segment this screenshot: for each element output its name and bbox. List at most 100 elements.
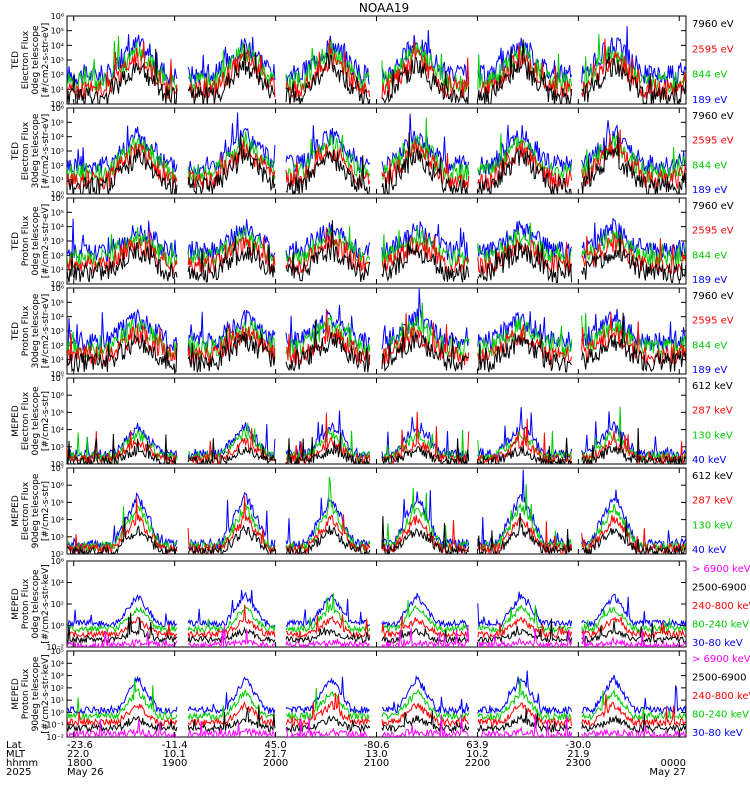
legend-entry: 612 keV <box>692 471 733 482</box>
legend-entry: 189 eV <box>692 95 727 106</box>
y-axis-label: TED <box>11 322 21 341</box>
legend-entry: 844 eV <box>692 160 727 171</box>
y-axis-label: MEPED <box>11 405 21 437</box>
series-line <box>67 312 686 374</box>
y-tick-label: 10⁶ <box>51 104 64 113</box>
x-label-mlt: 10.1 <box>164 749 186 760</box>
x-row-label: Lat <box>6 740 22 751</box>
y-axis-label: TED <box>11 232 21 251</box>
y-tick-label: 10⁴ <box>51 659 64 668</box>
y-tick-label: 10⁵ <box>51 208 64 217</box>
y-tick-label: 10¹ <box>51 176 64 185</box>
traces <box>67 406 686 464</box>
x-label-hhmm: 2200 <box>465 758 490 769</box>
y-axis-label: 0deg telescope <box>31 386 41 456</box>
x-label-hhmm: 2300 <box>566 758 591 769</box>
x-label-mlt: 10.2 <box>466 749 488 760</box>
panel-5: 10² 10³ 10⁴ 10⁵ 10⁶ 10⁷ MEPED Electron Flux 0deg… <box>11 374 733 469</box>
y-axis-label: 30deg telescope <box>31 293 41 368</box>
y-tick-label: 10⁰ <box>51 190 64 199</box>
y-axis-label: [#/cm2-s-str-eV] <box>41 204 51 279</box>
y-axis-label: Proton Flux <box>21 215 31 266</box>
legend-entry: 130 keV <box>692 430 733 441</box>
y-tick-label: 10⁵ <box>51 647 64 656</box>
x-label-hhmm: 2000 <box>263 758 288 769</box>
x-label-hhmm: 0000 <box>661 758 686 769</box>
series-line <box>67 496 686 554</box>
legend-entry: 844 eV <box>692 70 727 81</box>
panel-2: 10⁰ 10¹ 10² 10³ 10⁴ 10⁵ 10⁶ TED Electron Flux 30d… <box>11 104 734 199</box>
legend-entry: 189 eV <box>692 185 727 196</box>
x-row-label: hhmm <box>6 758 38 769</box>
x-label-lat: -80.6 <box>364 740 390 751</box>
series-line <box>67 593 686 634</box>
legend-entry: > 6900 keV <box>692 564 750 575</box>
legend-entry: 2500-6900 <box>692 673 747 684</box>
y-tick-label: 10³ <box>51 56 64 65</box>
legend-entry: > 6900 keV <box>692 654 750 665</box>
panel-6: 10² 10³ 10⁴ 10⁵ 10⁶ 10⁷ MEPED Electron Flux 90de… <box>11 464 733 559</box>
y-tick-label: 10⁵ <box>51 298 64 307</box>
x-label-hhmm: 1800 <box>67 758 92 769</box>
y-tick-label: 10¹ <box>51 696 64 705</box>
y-tick-label: 10³ <box>51 237 64 246</box>
legend-entry: 240-800 keV <box>692 601 750 612</box>
y-tick-label: 10² <box>51 161 64 170</box>
x-label-lat: -23.6 <box>67 740 93 751</box>
y-tick-label: 10⁴ <box>51 133 64 142</box>
legend-entry: 80-240 keV <box>692 620 749 631</box>
y-tick-label: 10⁷ <box>51 374 64 383</box>
y-axis-label: [#/cm2-s-str-keV] <box>41 654 51 733</box>
y-tick-label: 10³ <box>51 533 64 542</box>
series-line <box>67 512 686 554</box>
y-tick-label: 10² <box>51 460 64 469</box>
series-line <box>67 604 686 639</box>
panel-4: 10⁰ 10¹ 10² 10³ 10⁴ 10⁵ 10⁶ TED Proton Flux 30deg… <box>11 284 734 379</box>
y-tick-label: 10³ <box>51 147 64 156</box>
y-tick-label: 10⁷ <box>51 464 64 473</box>
y-tick-label: 10⁴ <box>51 426 64 435</box>
y-tick-label: 10⁶ <box>51 557 64 566</box>
y-axis-label: [#/cm2-s-str-keV] <box>41 564 51 643</box>
y-axis-label: 30deg telescope <box>31 113 41 188</box>
y-tick-label: 10⁵ <box>51 27 64 36</box>
series-line <box>67 34 686 95</box>
legend-entry: 2595 eV <box>692 226 734 237</box>
x-label-hhmm: 1900 <box>162 758 187 769</box>
y-tick-label: 10⁰ <box>51 280 64 289</box>
y-tick-label: 10⁴ <box>51 516 64 525</box>
series-line <box>67 612 686 645</box>
panels: 10⁰ 10¹ 10² 10³ 10⁴ 10⁵ 10⁶ TED Electron Flux 0de… <box>11 12 750 742</box>
y-tick-label: 10⁰ <box>51 622 64 631</box>
y-tick-label: 10² <box>51 341 64 350</box>
y-tick-label: 10⁵ <box>51 408 64 417</box>
x-label-lat: -11.4 <box>162 740 188 751</box>
y-axis-label: [#/cm2-s-str-eV] <box>41 114 51 189</box>
traces <box>67 217 686 283</box>
traces <box>67 112 686 194</box>
legend-entry: 2595 eV <box>692 44 734 55</box>
y-tick-label: 10⁵ <box>51 498 64 507</box>
series-line <box>67 26 686 86</box>
series-line <box>67 625 686 647</box>
x-row-label: MLT <box>6 749 26 760</box>
y-tick-label: 10⁴ <box>51 313 64 322</box>
x-label-date: May 27 <box>649 767 686 778</box>
y-axis-label: 0deg telescope <box>31 206 41 276</box>
legend-entry: 30-80 keV <box>692 638 743 649</box>
y-tick-label: 10³ <box>51 672 64 681</box>
y-axis-label: 90deg telescope <box>31 473 41 548</box>
legend-entry: 7960 eV <box>692 291 734 302</box>
y-tick-label: 10⁶ <box>51 481 64 490</box>
series-line <box>67 39 686 104</box>
y-tick-label: 10⁻¹ <box>46 721 64 730</box>
legend-entry: 30-80 keV <box>692 728 743 739</box>
x-label-date: May 26 <box>67 767 104 778</box>
y-axis-label: Electron Flux <box>21 30 31 89</box>
y-tick-label: 10¹ <box>51 356 64 365</box>
panel-8: 10⁻² 10⁻¹ 10⁰ 10¹ 10² 10³ 10⁴ 10⁵ MEPED Proton Fl… <box>11 647 750 742</box>
x-label-mlt: 21.7 <box>264 749 286 760</box>
panel-1: 10⁰ 10¹ 10² 10³ 10⁴ 10⁵ 10⁶ TED Electron Flux 0de… <box>11 12 734 109</box>
y-tick-label: 10⁰ <box>51 100 64 109</box>
